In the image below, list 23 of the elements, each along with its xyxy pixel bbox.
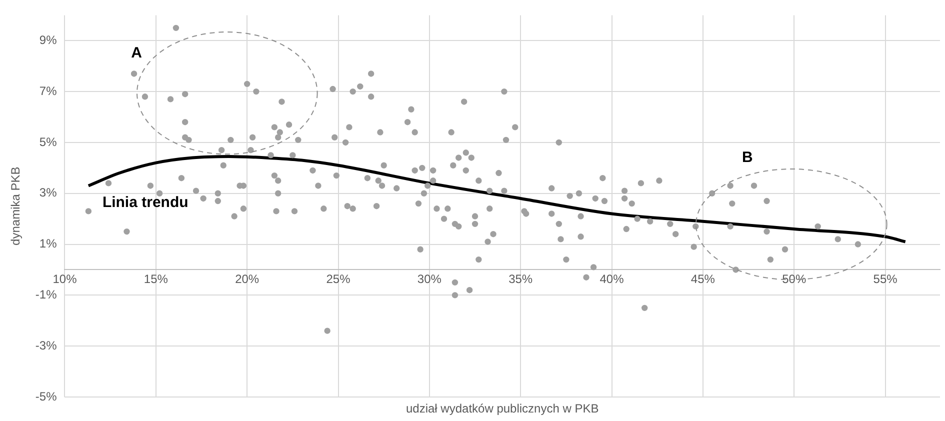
- x-axis-title: udział wydatków publicznych w PKB: [406, 401, 599, 416]
- x-tick-label: 55%: [873, 272, 898, 286]
- y-tick-label: 5%: [39, 134, 58, 149]
- x-tick-label: 20%: [235, 272, 260, 286]
- series-label: Linia trendu: [102, 194, 188, 211]
- x-tick-label: 30%: [417, 272, 442, 286]
- annotation: B: [742, 149, 754, 166]
- y-tick-label: -5%: [35, 389, 58, 404]
- y-tick-label: 9%: [39, 32, 58, 47]
- x-tick-label: 45%: [690, 272, 716, 286]
- y-tick-label: 3%: [39, 186, 58, 200]
- x-tick-label: 40%: [600, 272, 624, 286]
- y-tick-label: 1%: [39, 236, 58, 251]
- y-axis-title: dynamika PKB: [8, 166, 23, 246]
- x-tick-label: 10%: [52, 272, 78, 286]
- x-tick-label: 15%: [144, 272, 168, 286]
- x-tick-label: 50%: [782, 272, 806, 286]
- x-tick-label: 25%: [326, 272, 351, 286]
- y-tick-label: 7%: [39, 84, 58, 98]
- x-tick-label: 35%: [508, 272, 533, 286]
- y-tick-label: -1%: [35, 288, 58, 302]
- annotation: A: [131, 44, 142, 62]
- y-tick-label: -3%: [35, 338, 58, 352]
